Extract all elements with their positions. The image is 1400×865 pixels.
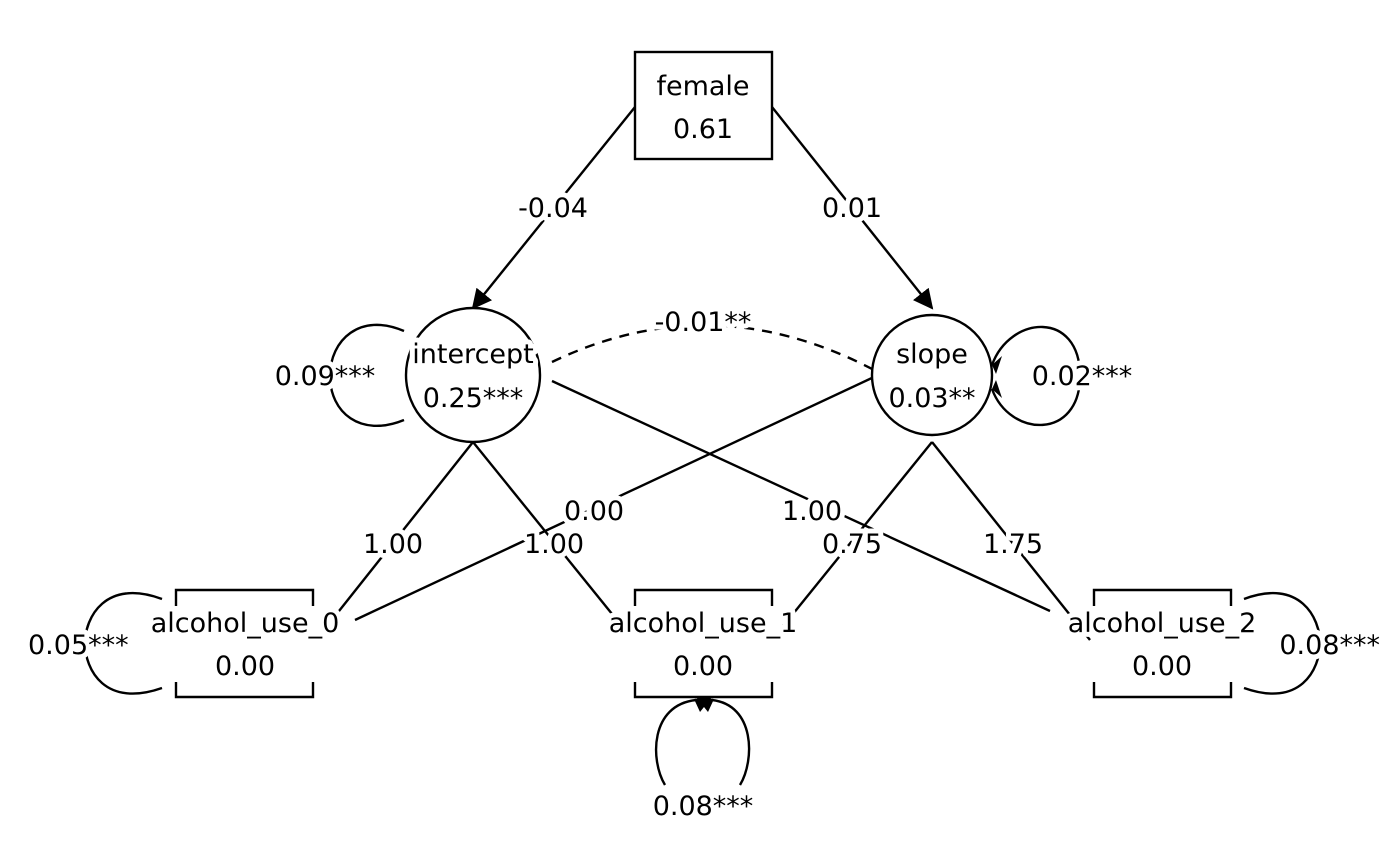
node-alcohol-use-2-value: 0.00 bbox=[1132, 651, 1192, 682]
label-slope-au2: 1.75 bbox=[983, 529, 1043, 560]
edges bbox=[315, 106, 1091, 641]
variance-loop-au1-arrowhead-2 bbox=[696, 697, 714, 712]
label-female-slope: 0.01 bbox=[822, 193, 882, 224]
node-alcohol-use-0-value: 0.00 bbox=[215, 651, 275, 682]
label-variance-au0: 0.05*** bbox=[28, 630, 129, 661]
label-slope-au0: 0.00 bbox=[564, 496, 624, 527]
label-intercept-au2: 1.00 bbox=[782, 496, 842, 527]
variance-loop-slope-arrowhead-2 bbox=[992, 380, 1002, 398]
label-female-intercept: -0.04 bbox=[518, 193, 588, 224]
label-intercept-slope-covariance: -0.01** bbox=[655, 307, 752, 338]
nodes: female 0.61 intercept 0.25*** slope 0.03… bbox=[146, 50, 1261, 699]
variance-loops bbox=[83, 323, 1322, 786]
node-slope-label: slope bbox=[896, 339, 968, 370]
variance-loop-slope-arrowhead bbox=[992, 356, 1002, 374]
edge-slope-au2 bbox=[931, 441, 1091, 641]
node-alcohol-use-0[interactable]: alcohol_use_0 0.00 bbox=[146, 588, 344, 699]
variance-loop-slope bbox=[990, 325, 1082, 427]
node-alcohol-use-1-label: alcohol_use_1 bbox=[609, 608, 798, 639]
variance-loop-intercept bbox=[328, 323, 405, 427]
edge-intercept-au2 bbox=[551, 379, 1051, 613]
variance-loop-au2 bbox=[1243, 592, 1322, 695]
edge-slope-au0 bbox=[354, 375, 875, 622]
node-intercept-value: 0.25*** bbox=[423, 383, 524, 414]
node-slope-value: 0.03** bbox=[888, 383, 975, 414]
label-intercept-au0: 1.00 bbox=[363, 529, 423, 560]
node-alcohol-use-2-label: alcohol_use_2 bbox=[1068, 608, 1257, 639]
node-female-value: 0.61 bbox=[673, 114, 733, 145]
label-slope-au1: 0.75 bbox=[822, 529, 882, 560]
edge-intercept-au0 bbox=[315, 441, 474, 641]
label-variance-slope: 0.02*** bbox=[1032, 361, 1133, 392]
edge-slope-au1 bbox=[779, 441, 933, 631]
node-intercept[interactable]: intercept 0.25*** bbox=[404, 306, 542, 444]
label-intercept-au1: 1.00 bbox=[524, 529, 584, 560]
node-alcohol-use-1-value: 0.00 bbox=[673, 651, 733, 682]
variance-loop-au1 bbox=[654, 698, 751, 786]
edge-labels: -0.04 0.01 -0.01** 0.00 1.00 1.00 1.00 0… bbox=[358, 188, 1048, 565]
node-alcohol-use-1[interactable]: alcohol_use_1 0.00 bbox=[604, 588, 802, 699]
label-variance-intercept: 0.09*** bbox=[275, 361, 376, 392]
node-alcohol-use-2[interactable]: alcohol_use_2 0.00 bbox=[1063, 588, 1261, 699]
node-alcohol-use-0-label: alcohol_use_0 bbox=[151, 608, 340, 639]
node-female-label: female bbox=[656, 71, 749, 102]
node-slope[interactable]: slope 0.03** bbox=[870, 313, 994, 437]
edge-intercept-au1 bbox=[472, 441, 626, 631]
edge-female-intercept bbox=[471, 106, 636, 310]
edge-female-slope bbox=[771, 106, 934, 310]
node-intercept-label: intercept bbox=[412, 339, 534, 370]
variance-labels: 0.09*** 0.02*** 0.05*** 0.08*** 0.08*** bbox=[23, 356, 1385, 827]
label-variance-au2: 0.08*** bbox=[1279, 630, 1380, 661]
label-variance-au1: 0.08*** bbox=[653, 791, 754, 822]
edge-intercept-slope-covariance bbox=[551, 324, 875, 372]
variance-loop-au0 bbox=[83, 592, 163, 695]
node-female[interactable]: female 0.61 bbox=[633, 50, 774, 161]
